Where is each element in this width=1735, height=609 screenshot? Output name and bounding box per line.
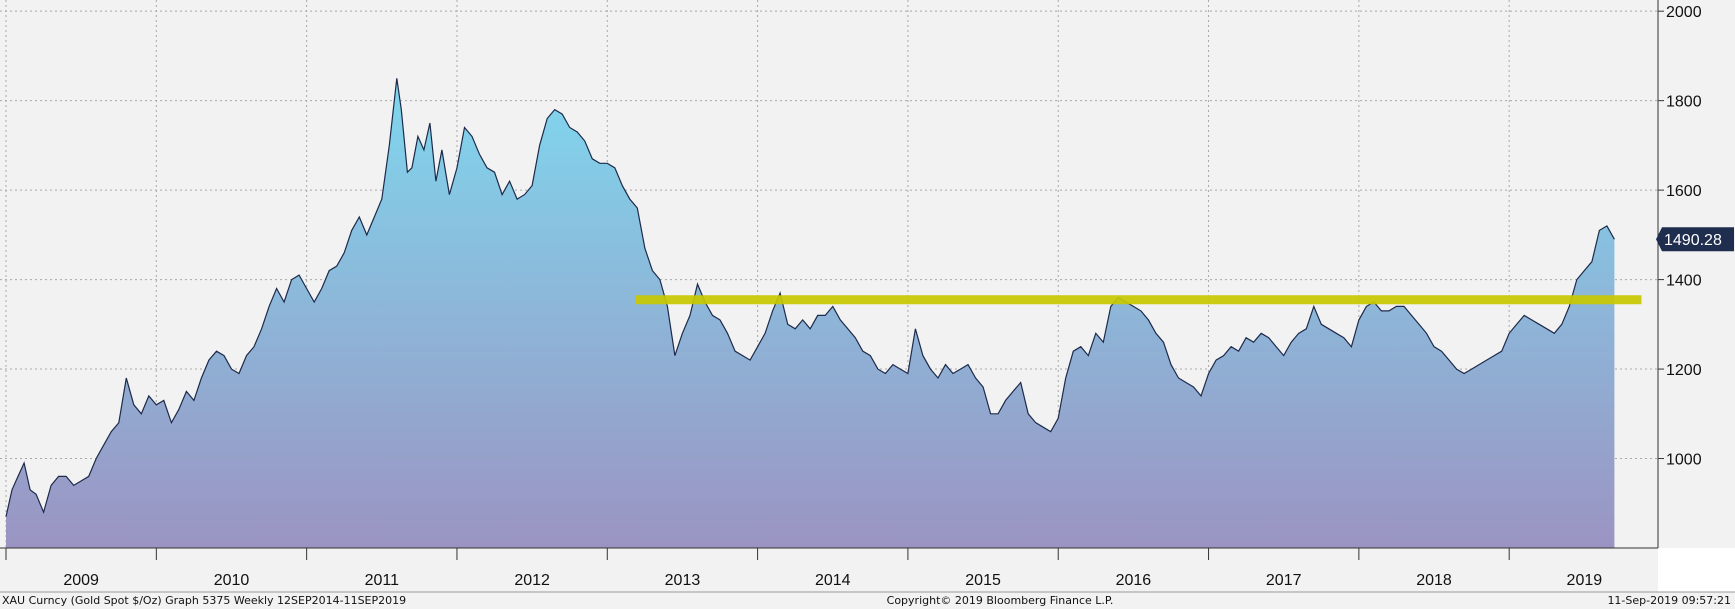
last-value-badge [1656,227,1734,252]
last-value-text: 1490.28 [1664,232,1722,249]
x-tick-label: 2019 [1567,572,1603,589]
x-tick-label: 2010 [214,572,250,589]
x-tick-label: 2012 [514,572,550,589]
price-area [6,78,1615,549]
footer-center: Copyright© 2019 Bloomberg Finance L.P. [887,594,1114,607]
footer-right: 11-Sep-2019 09:57:21 [1607,594,1731,607]
last-value-label: 1490.28 [1656,227,1734,252]
footer-left: XAU Curncy (Gold Spot $/Oz) Graph 5375 W… [2,594,406,607]
y-tick-label: 1600 [1666,183,1702,200]
y-tick-label: 2000 [1666,4,1702,21]
footer-background [0,592,1735,609]
x-tick-label: 2017 [1266,572,1302,589]
axis-background [1658,0,1735,548]
x-tick-label: 2011 [365,572,400,589]
y-tick-label: 1200 [1666,362,1702,379]
date-axis-background [0,548,1658,592]
x-tick-label: 2018 [1416,572,1452,589]
x-tick-label: 2014 [815,572,851,589]
price-line [5,78,1615,517]
y-tick-label: 1800 [1666,94,1702,111]
y-tick-label: 1400 [1666,273,1702,290]
y-axis-ticks: 1000 1200 1400 1600 1800 2000 [1658,4,1702,469]
x-tick-label: 2009 [63,572,99,589]
x-tick-label: 2013 [665,572,701,589]
x-tick-label: 2015 [965,572,1001,589]
y-tick-label: 1000 [1666,452,1702,469]
x-axis-ticks: 2009 2010 2011 2012 2013 2014 2015 2016 2017 2018… [5,548,1603,589]
x-tick-label: 2016 [1116,572,1152,589]
